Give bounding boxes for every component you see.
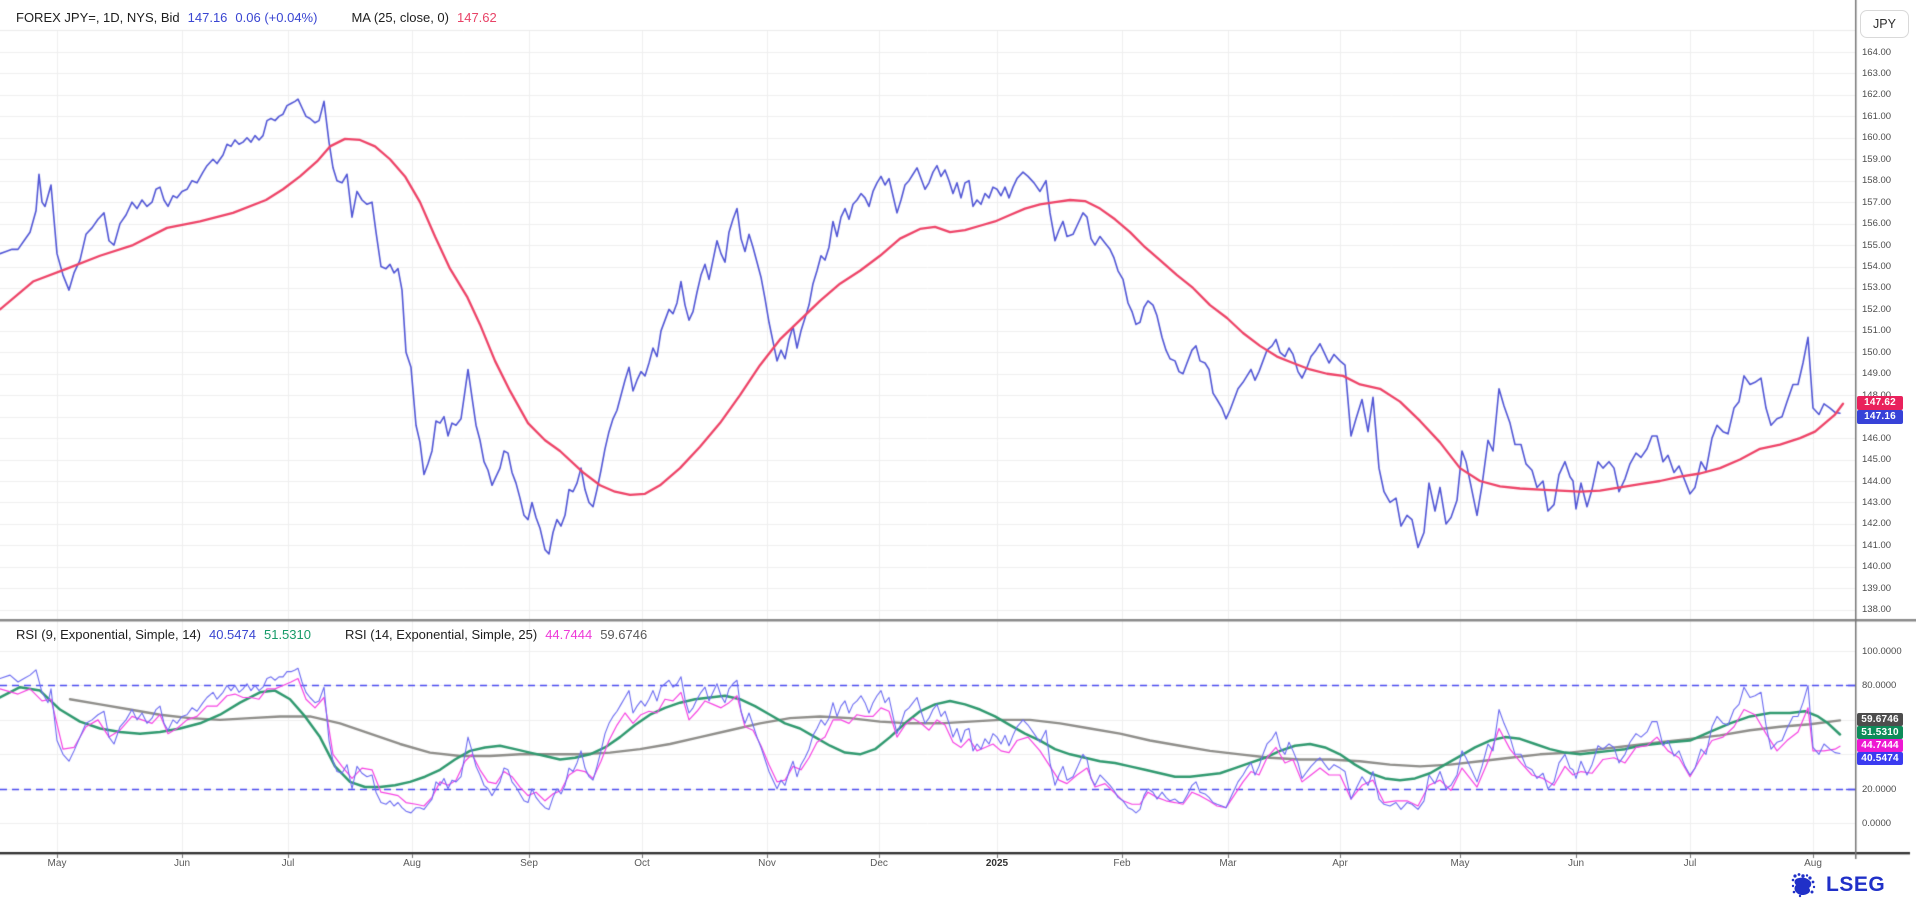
rsi14-smooth-value: 59.6746 xyxy=(600,627,648,642)
month-label: Aug xyxy=(1804,858,1822,869)
rsi-tick-label: 80.0000 xyxy=(1862,680,1897,692)
rsi-tick-label: 20.0000 xyxy=(1862,783,1897,795)
price-tick-label: 152.00 xyxy=(1862,303,1892,315)
price-tick-label: 150.00 xyxy=(1862,346,1892,358)
month-label: Jun xyxy=(173,858,191,869)
price-tick-label: 149.00 xyxy=(1862,368,1892,380)
rsi-gray-badge: 59.6746 xyxy=(1857,713,1903,726)
month-label: Oct xyxy=(634,858,650,869)
price-tick-label: 139.00 xyxy=(1862,582,1892,594)
price-change: 0.06 (+0.04%) xyxy=(235,10,318,25)
rsi9-smooth-value: 51.5310 xyxy=(263,627,311,642)
rsi14-label: RSI (14, Exponential, Simple, 25) xyxy=(344,627,538,642)
month-label: May xyxy=(1450,858,1470,869)
price-tick-label: 146.00 xyxy=(1862,432,1892,444)
price-tick-label: 157.00 xyxy=(1862,196,1892,208)
price-tick-label: 142.00 xyxy=(1862,518,1892,530)
month-label: Dec xyxy=(870,858,888,869)
price-tick-label: 143.00 xyxy=(1862,496,1892,508)
month-label: Aug xyxy=(403,858,421,869)
price-tick-label: 159.00 xyxy=(1862,153,1892,165)
last-price: 147.16 xyxy=(187,10,228,25)
ma-value: 147.62 xyxy=(456,10,497,25)
month-label: Sep xyxy=(520,858,538,869)
rsi-green-badge: 51.5310 xyxy=(1857,726,1903,739)
rsi9-value: 40.5474 xyxy=(208,627,256,642)
month-label: Feb xyxy=(1113,858,1131,869)
price-tick-label: 144.00 xyxy=(1862,475,1892,487)
month-label: Jul xyxy=(1683,858,1697,869)
price-tick-label: 145.00 xyxy=(1862,454,1892,466)
month-label: Nov xyxy=(758,858,776,869)
month-label: May xyxy=(47,858,67,869)
month-label: 2025 xyxy=(985,858,1009,869)
price-tick-label: 141.00 xyxy=(1862,539,1892,551)
rsi-magenta-badge: 44.7444 xyxy=(1857,739,1903,752)
rsi-legend[interactable]: RSI (9, Exponential, Simple, 14) 40.5474… xyxy=(16,627,647,642)
lseg-lion-icon xyxy=(1791,873,1816,898)
price-tick-label: 151.00 xyxy=(1862,325,1892,337)
price-tick-label: 161.00 xyxy=(1862,110,1892,122)
price-legend[interactable]: FOREX JPY=, 1D, NYS, Bid 147.16 0.06 (+0… xyxy=(16,10,497,25)
price-tick-label: 148.00 xyxy=(1862,390,1891,401)
month-label: Jun xyxy=(1567,858,1585,869)
lseg-logo-text: LSEG xyxy=(1826,873,1886,896)
month-label: Mar xyxy=(1219,858,1237,869)
price-tick-label: 153.00 xyxy=(1862,282,1892,294)
price-tick-label: 163.00 xyxy=(1862,67,1892,79)
price-tick-label: 155.00 xyxy=(1862,239,1892,251)
bid-price-badge: 147.16 xyxy=(1857,410,1903,424)
price-tick-label: 156.00 xyxy=(1862,218,1892,230)
rsi-blue-badge: 40.5474 xyxy=(1857,752,1903,765)
ma-price-badge: 147.62 xyxy=(1857,396,1903,410)
price-tick-label: 138.00 xyxy=(1862,604,1892,616)
price-tick-label: 154.00 xyxy=(1862,261,1892,272)
rsi-tick-label: 0.0000 xyxy=(1862,818,1892,830)
price-tick-label: 164.00 xyxy=(1862,46,1892,58)
rsi14-value: 44.7444 xyxy=(545,627,593,642)
ma-label: MA (25, close, 0) xyxy=(351,10,449,25)
price-tick-label: 162.00 xyxy=(1862,89,1892,101)
price-tick-label: 158.00 xyxy=(1862,175,1892,187)
rsi-tick-label: 100.0000 xyxy=(1862,646,1902,657)
price-tick-label: 160.00 xyxy=(1862,132,1892,144)
month-label: Jul xyxy=(281,858,295,869)
price-tick-label: 140.00 xyxy=(1862,561,1892,573)
instrument-label: FOREX JPY=, 1D, NYS, Bid xyxy=(16,10,180,25)
rsi9-label: RSI (9, Exponential, Simple, 14) xyxy=(16,627,201,642)
month-label: Apr xyxy=(1332,858,1348,869)
lseg-logo: LSEG xyxy=(1790,872,1885,898)
currency-axis-chip[interactable]: JPY xyxy=(1860,10,1909,38)
